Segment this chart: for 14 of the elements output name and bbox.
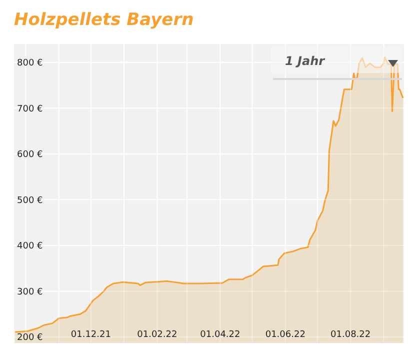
x-tick-label: 01.02.22 [137,330,178,340]
annotation: 1 Jahr [285,54,326,68]
x-tick-label: 01.12.21 [70,330,111,340]
y-tick-label: 600 € [17,150,44,160]
y-tick-label: 300 € [17,287,44,298]
y-tick-label: 500 € [17,196,44,206]
y-tick-label: 700 € [17,104,44,114]
chart-title: Holzpellets Bayern [14,10,194,30]
x-tick-label: 01.08.22 [330,330,371,340]
y-tick-label: 400 € [17,242,44,252]
x-tick-label: 01.06.22 [265,330,306,340]
y-tick-label: 200 € [17,333,44,344]
x-tick-label: 01.04.22 [200,330,240,340]
y-tick-label: 800 € [17,58,44,68]
